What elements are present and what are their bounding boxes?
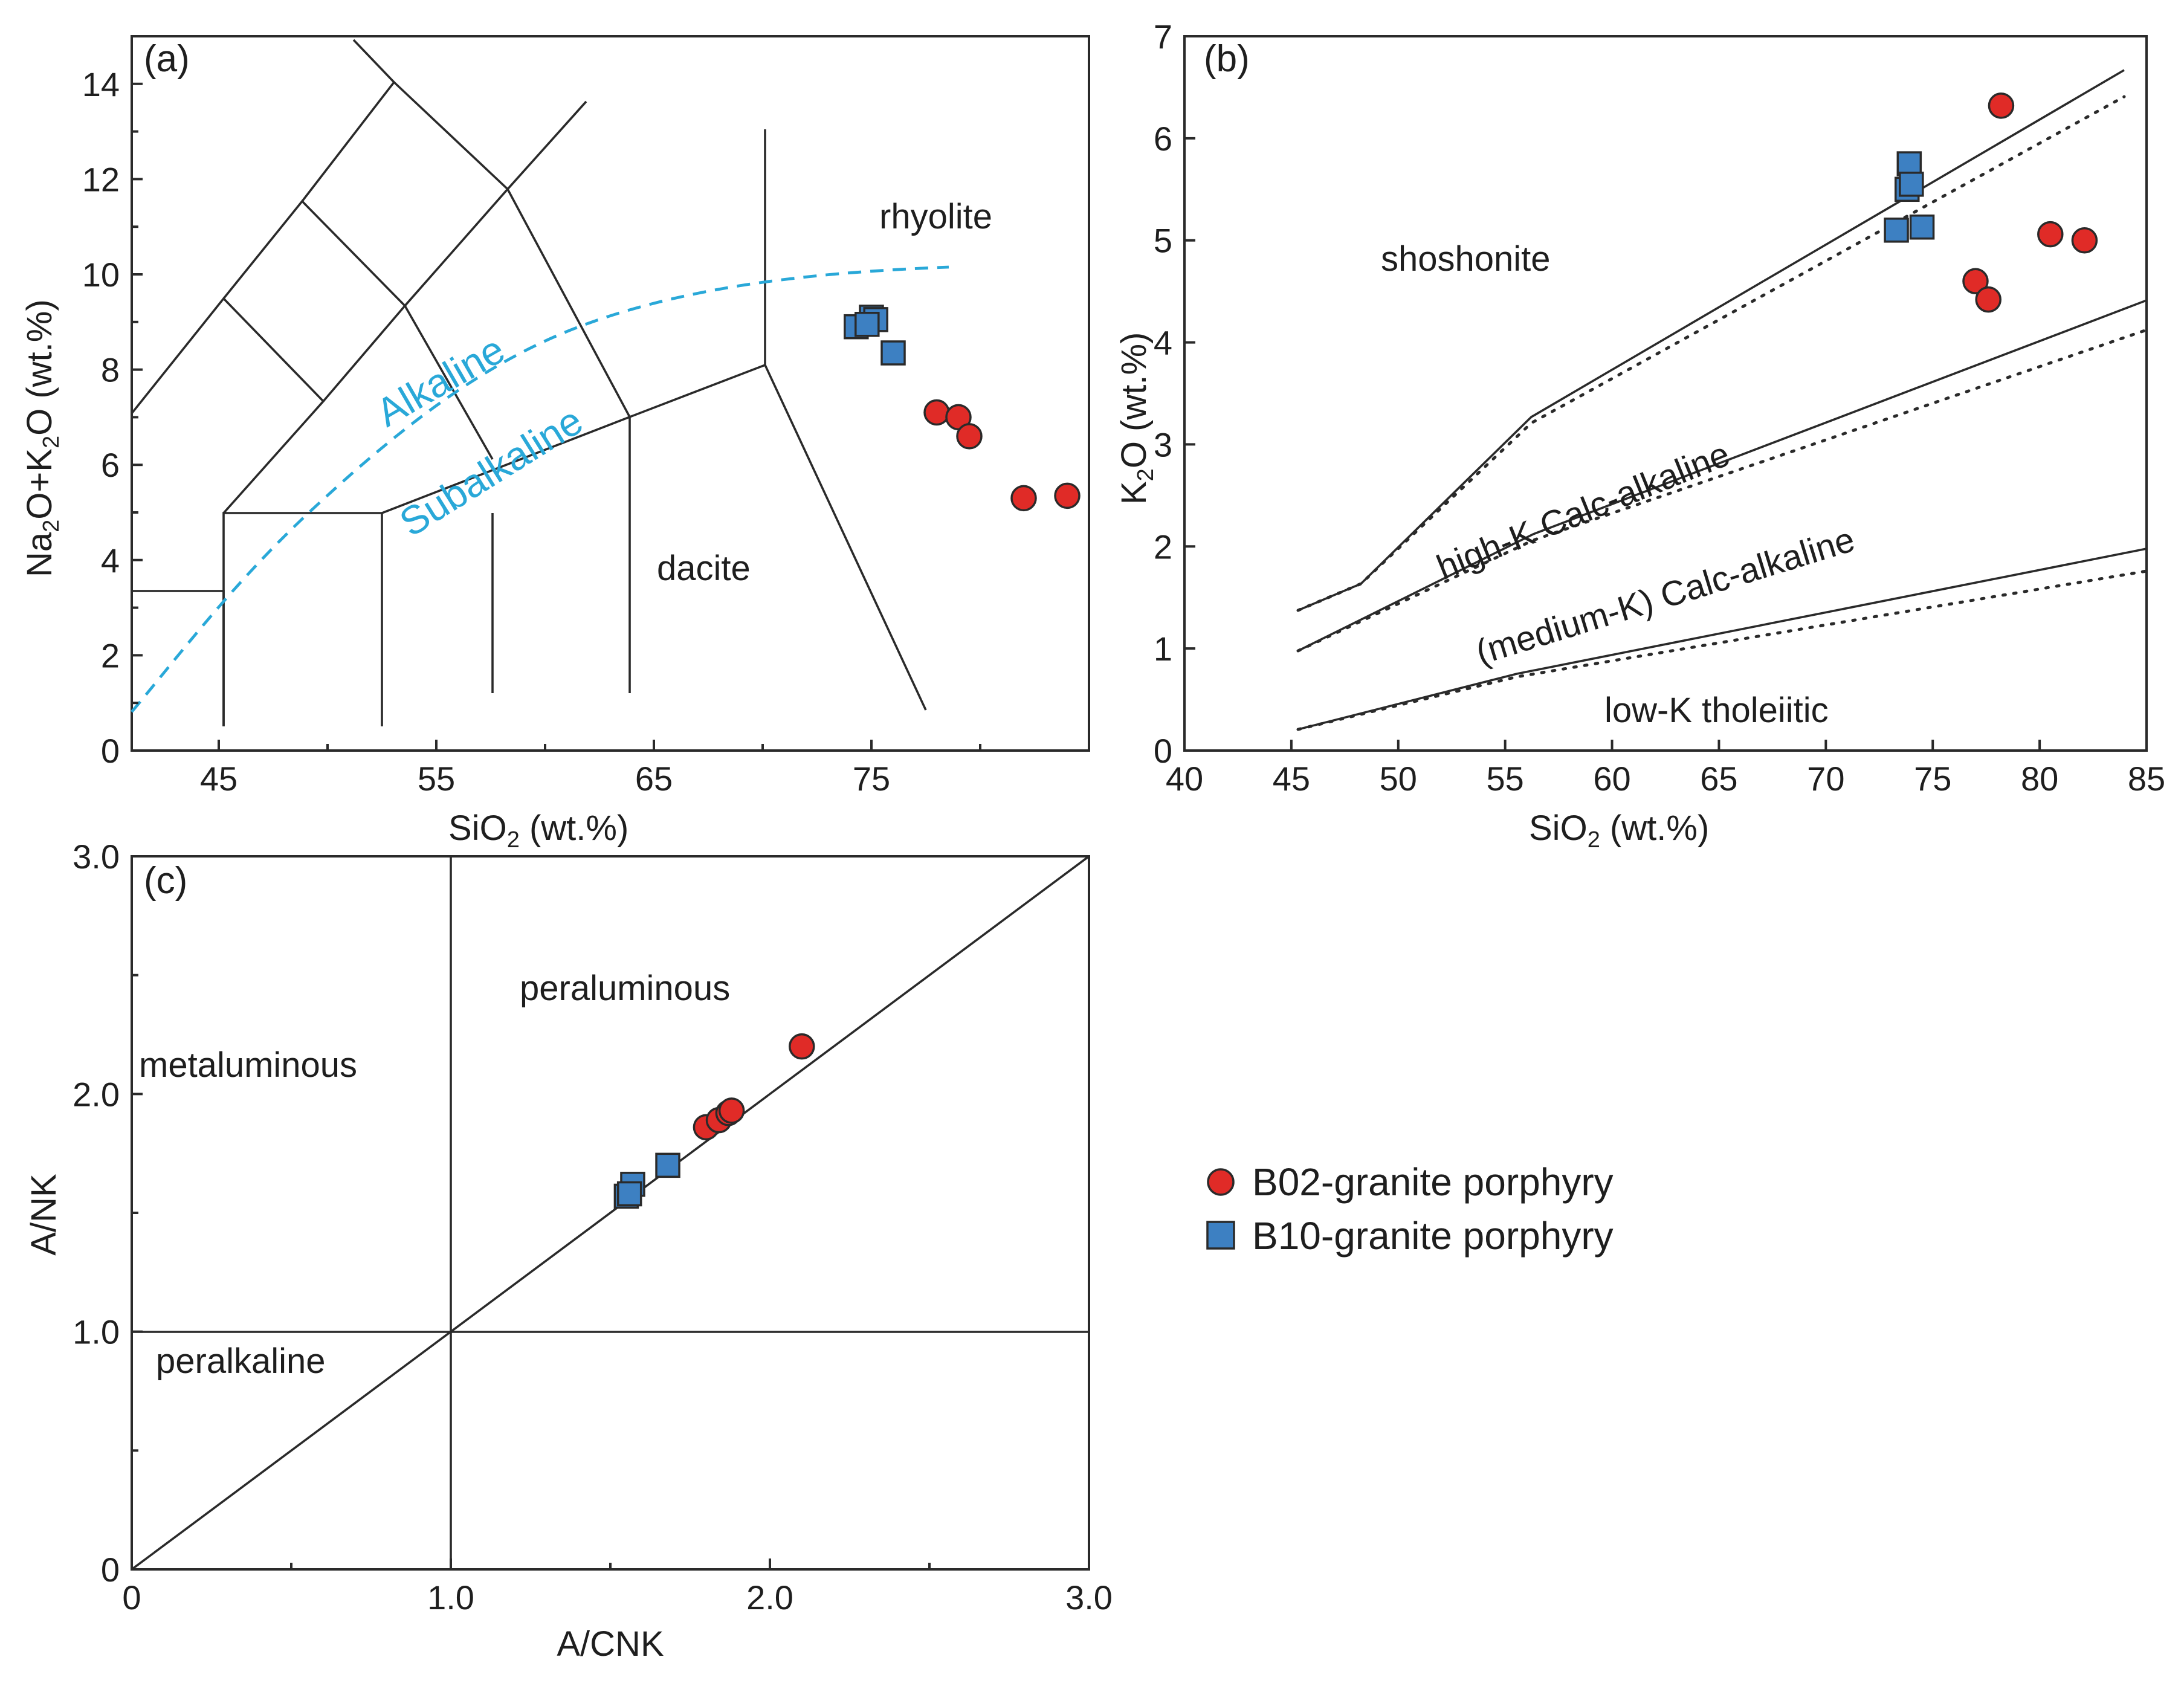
y-tick-label: 4 bbox=[1154, 324, 1172, 362]
panel-c-points bbox=[613, 1033, 815, 1209]
y-tick-label: 10 bbox=[82, 256, 120, 294]
b02-point bbox=[1010, 485, 1037, 512]
x-tick-label: 2.0 bbox=[746, 1578, 793, 1617]
b10-point bbox=[855, 311, 880, 337]
legend-label-b02: B02-granite porphyry bbox=[1252, 1160, 1614, 1204]
x-tick-label: 75 bbox=[853, 760, 890, 798]
alkaline-subalkaline-divide bbox=[131, 265, 949, 713]
x-tick-label: 60 bbox=[1593, 760, 1630, 798]
panel-a-label: (a) bbox=[144, 38, 190, 80]
y-tick-label: 1 bbox=[1154, 630, 1172, 668]
y-tick-label: 14 bbox=[82, 65, 120, 103]
x-tick-label: 70 bbox=[1807, 760, 1844, 798]
y-tick-label: 0 bbox=[1154, 732, 1172, 770]
panel-c-ticks: 0 1.0 2.0 3.0 0 1.0 2.0 3.0 bbox=[73, 838, 1113, 1617]
panel-b: (b) shoshonite high-K Calc-alkaline (med… bbox=[1114, 18, 2165, 853]
legend: B02-granite porphyry B10-granite porphyr… bbox=[1206, 1160, 1614, 1258]
x-tick-label: 65 bbox=[635, 760, 673, 798]
field-dacite: dacite bbox=[657, 549, 751, 588]
panel-a: (a) rhyolite dacite Alkaline Subalkaline… bbox=[20, 35, 1090, 853]
b02-point bbox=[1975, 286, 2001, 313]
panel-a-fields bbox=[131, 39, 949, 726]
panel-c: (c) peraluminous metaluminous peralkalin… bbox=[24, 838, 1113, 1664]
y-tick-label: 5 bbox=[1154, 222, 1172, 260]
panel-c-ylabel: A/NK bbox=[24, 1174, 63, 1256]
x-tick-label: 0 bbox=[122, 1578, 141, 1617]
panel-a-xlabel: SiO2 (wt.%) bbox=[448, 809, 628, 853]
panel-b-ylabel: K2O (wt.%) bbox=[1114, 332, 1158, 505]
b10-point bbox=[880, 340, 906, 366]
panel-c-label: (c) bbox=[144, 860, 187, 902]
x-tick-label: 55 bbox=[418, 760, 455, 798]
x-tick-label: 65 bbox=[1700, 760, 1737, 798]
b10-point bbox=[616, 1181, 642, 1207]
field-rhyolite: rhyolite bbox=[879, 197, 992, 236]
b02-point bbox=[2071, 227, 2098, 254]
field-peraluminous: peraluminous bbox=[520, 969, 730, 1008]
y-tick-label: 7 bbox=[1154, 18, 1172, 56]
panel-c-xlabel: A/CNK bbox=[557, 1624, 664, 1664]
x-tick-label: 45 bbox=[1273, 760, 1310, 798]
panel-b-frame bbox=[1183, 35, 2148, 752]
y-tick-label: 12 bbox=[82, 160, 120, 198]
panel-a-ticks: 45 55 65 75 0 2 4 6 8 10 12 14 bbox=[82, 65, 981, 798]
b02-point bbox=[1054, 482, 1081, 509]
y-tick-label: 3 bbox=[1154, 425, 1172, 463]
field-high-k: high-K Calc-alkaline bbox=[1432, 434, 1736, 587]
panel-a-frame bbox=[131, 35, 1090, 752]
panel-b-fields bbox=[1296, 69, 2148, 731]
field-alkaline: Alkaline bbox=[369, 326, 512, 435]
x-tick-label: 85 bbox=[2128, 760, 2165, 798]
legend-marker-b10 bbox=[1206, 1221, 1235, 1250]
panel-a-points bbox=[844, 305, 1081, 512]
y-tick-label: 6 bbox=[101, 446, 120, 484]
x-tick-label: 55 bbox=[1487, 760, 1524, 798]
x-tick-label: 40 bbox=[1166, 760, 1203, 798]
legend-label-b10: B10-granite porphyry bbox=[1252, 1214, 1614, 1258]
y-tick-label: 8 bbox=[101, 351, 120, 389]
panel-c-fields bbox=[131, 855, 1090, 1571]
field-low-k: low-K tholeiitic bbox=[1604, 691, 1829, 730]
b10-point bbox=[1909, 215, 1935, 240]
panel-b-points bbox=[1884, 92, 2098, 313]
panel-b-label: (b) bbox=[1204, 38, 1250, 80]
b02-point bbox=[718, 1097, 745, 1124]
y-tick-label: 2 bbox=[1154, 528, 1172, 566]
x-tick-label: 80 bbox=[2021, 760, 2058, 798]
x-tick-label: 50 bbox=[1380, 760, 1417, 798]
field-shoshonite: shoshonite bbox=[1381, 239, 1551, 279]
b02-point bbox=[789, 1033, 815, 1060]
b02-point bbox=[1962, 268, 1989, 295]
panel-b-xlabel: SiO2 (wt.%) bbox=[1529, 809, 1709, 853]
y-tick-label: 2.0 bbox=[73, 1075, 120, 1113]
field-subalkaline: Subalkaline bbox=[392, 398, 590, 545]
y-tick-label: 4 bbox=[101, 541, 120, 580]
y-tick-label: 0 bbox=[101, 732, 120, 770]
field-metaluminous: metaluminous bbox=[139, 1045, 357, 1085]
x-tick-label: 75 bbox=[1914, 760, 1951, 798]
panel-a-ylabel: Na2O+K2O (wt.%) bbox=[20, 299, 64, 577]
x-tick-label: 1.0 bbox=[427, 1578, 474, 1617]
y-tick-label: 6 bbox=[1154, 120, 1172, 158]
y-tick-label: 1.0 bbox=[73, 1313, 120, 1351]
x-tick-label: 3.0 bbox=[1065, 1578, 1113, 1617]
y-tick-label: 3.0 bbox=[73, 838, 120, 876]
y-tick-label: 2 bbox=[101, 636, 120, 674]
b02-point bbox=[956, 423, 983, 450]
b10-point bbox=[1884, 218, 1909, 243]
y-tick-label: 0 bbox=[101, 1551, 120, 1589]
b10-point bbox=[655, 1152, 680, 1178]
b02-point bbox=[1988, 92, 2015, 119]
b02-point bbox=[2037, 221, 2064, 248]
b02-point bbox=[923, 399, 950, 426]
b10-point bbox=[1899, 172, 1924, 197]
legend-marker-b02 bbox=[1207, 1168, 1235, 1196]
field-peralkaline: peralkaline bbox=[156, 1342, 326, 1381]
x-tick-label: 45 bbox=[200, 760, 237, 798]
